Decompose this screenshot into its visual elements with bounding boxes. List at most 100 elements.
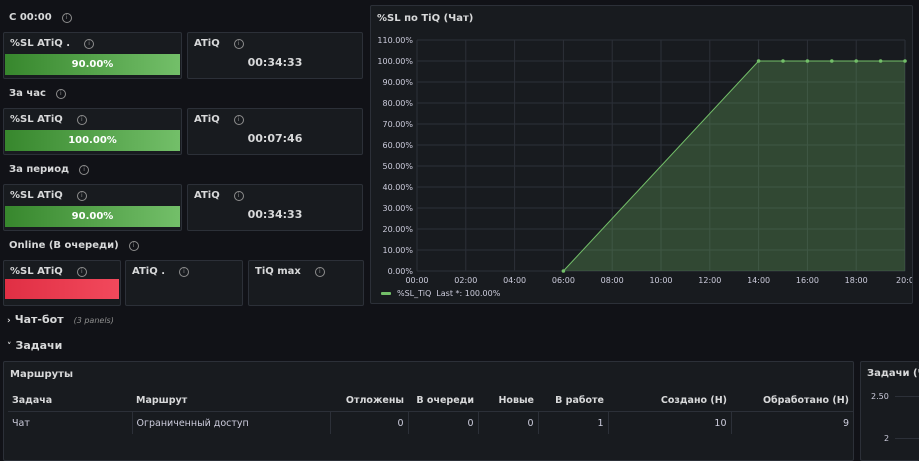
sl-bar-gauge-empty [5, 279, 119, 299]
row-header-chatbot[interactable]: › Чат-бот (3 panels) [7, 313, 114, 326]
sl-since-midnight-panel: %SL ATiQ .i 90.00% [3, 32, 182, 79]
cell-created: 10 [608, 411, 732, 434]
x-tick-label: 20:0 [896, 276, 912, 285]
x-tick-label: 16:00 [796, 276, 819, 285]
column-header-task[interactable]: Задача [8, 389, 132, 412]
cell-in-work: 1 [538, 411, 609, 434]
info-icon[interactable]: i [84, 38, 95, 49]
data-point [805, 59, 810, 63]
info-icon[interactable]: i [233, 190, 244, 201]
legend-series-name: %SL_TiQ [397, 289, 432, 298]
series-line [563, 60, 905, 272]
info-icon[interactable]: i [76, 190, 87, 201]
y-tick-label: 90.00% [382, 78, 413, 87]
y-tick-label: 40.00% [382, 183, 413, 192]
panel-title: %SL ATiQ .i [10, 38, 95, 49]
panel-title: %SL по TiQ (Чат) [377, 13, 474, 24]
y-tick-label: 70.00% [382, 120, 413, 129]
column-header-new[interactable]: Новые [478, 389, 538, 412]
legend-stat: Last *: 100.00% [436, 289, 501, 298]
data-point [903, 59, 907, 63]
sl-hour-panel: %SL ATiQ i 100.00% [3, 108, 182, 155]
sl-tiq-chart: 0.00% 10.00% 20.00% 30.00% 40.00% 50.00% 60.00… [377, 36, 912, 285]
cell-processed: 9 [842, 417, 849, 429]
routes-table-panel: Маршруты Задача Маршрут Отложены В очере… [3, 361, 854, 461]
tasks-chart-panel: Задачи (Ча 2.50 2 [860, 361, 919, 461]
y-tick-label: 30.00% [382, 204, 413, 213]
x-tick-label: 08:00 [601, 276, 624, 285]
routes-table: Задача Маршрут Отложены В очереди Новые … [8, 389, 853, 434]
info-icon[interactable]: i [179, 266, 189, 277]
column-header-in-queue[interactable]: В очереди [408, 389, 478, 412]
info-icon[interactable]: i [79, 164, 90, 175]
column-header-route[interactable]: Маршрут [132, 389, 330, 412]
data-point [781, 59, 785, 63]
data-point [830, 59, 834, 63]
cell-task: Чат [8, 411, 133, 434]
info-icon[interactable]: i [61, 12, 72, 23]
column-header-created[interactable]: Создано (H) [608, 389, 731, 412]
info-icon[interactable]: i [76, 266, 87, 277]
info-icon[interactable]: i [233, 38, 244, 49]
panel-title: ATiQ .i [132, 266, 189, 277]
chevron-down-icon: ˅ [7, 342, 12, 352]
atiq-since-midnight-panel: ATiQ i 00:34:33 [187, 32, 363, 79]
data-point [854, 59, 858, 63]
x-tick-label: 04:00 [503, 276, 526, 285]
panel-title: Задачи (Ча [867, 368, 919, 379]
row-label: Чат-бот [14, 313, 64, 326]
cell-in-queue: 0 [408, 411, 479, 434]
panel-title: ATiQ i [194, 38, 244, 49]
x-tick-label: 10:00 [649, 276, 672, 285]
data-point [878, 59, 883, 63]
sl-bar-gauge: 100.00% [5, 130, 180, 151]
row-panel-count: (3 panels) [73, 316, 114, 325]
row-label: Задачи [15, 339, 63, 352]
cell-new: 0 [478, 411, 539, 434]
column-header-processed[interactable]: Обработано (H) [731, 389, 853, 412]
y-tick-label: 2 [884, 434, 890, 443]
info-icon[interactable]: i [128, 240, 139, 251]
y-tick-label: 60.00% [382, 141, 413, 150]
info-icon[interactable]: i [233, 114, 244, 125]
section-title-since-midnight: С 00:00 i [9, 12, 72, 23]
y-tick-label: 100.00% [377, 57, 413, 66]
table-row: Чат Ограниченный доступ 0 0 0 1 10 9 [8, 411, 853, 434]
y-tick-label: 50.00% [382, 162, 413, 171]
x-tick-label: 12:00 [698, 276, 721, 285]
data-point [756, 59, 761, 63]
column-header-postponed[interactable]: Отложены [330, 389, 408, 412]
panel-title: Маршруты [10, 369, 73, 380]
table-header-row: Задача Маршрут Отложены В очереди Новые … [8, 389, 853, 412]
column-header-in-work[interactable]: В работе [538, 389, 608, 412]
panel-title: %SL ATiQ i [10, 190, 87, 201]
x-tick-label: 18:00 [845, 276, 868, 285]
section-label: С 00:00 [9, 12, 52, 23]
atiq-value: 00:34:33 [247, 208, 303, 221]
info-icon[interactable]: i [55, 88, 66, 99]
series-area [563, 61, 905, 271]
panel-title: ATiQ i [194, 114, 244, 125]
panel-title: TiQ max i [255, 266, 325, 277]
section-label: За период [9, 164, 70, 175]
atiq-online-panel: ATiQ .i [125, 260, 243, 306]
sl-online-panel: %SL ATiQ i [3, 260, 121, 306]
panel-title: %SL ATiQ i [10, 114, 87, 125]
section-title-per-hour: За час i [9, 88, 66, 99]
y-tick-label: 110.00% [377, 36, 413, 45]
chart-legend[interactable]: %SL_TiQ Last *: 100.00% [381, 289, 500, 298]
section-label: Online (В очереди) [9, 240, 119, 251]
section-title-online: Online (В очереди) i [9, 240, 139, 251]
section-label: За час [9, 88, 46, 99]
section-title-per-period: За период i [9, 164, 90, 175]
row-header-tasks[interactable]: ˅ Задачи [7, 339, 62, 352]
info-icon[interactable]: i [76, 114, 87, 125]
y-gridline [895, 438, 919, 439]
sl-bar-gauge: 90.00% [5, 54, 180, 75]
sl-bar-gauge: 90.00% [5, 206, 180, 227]
cell-postponed: 0 [330, 411, 409, 434]
cell-route: Ограниченный доступ [132, 411, 331, 434]
info-icon[interactable]: i [314, 266, 325, 277]
sl-period-panel: %SL ATiQ i 90.00% [3, 184, 182, 231]
panel-title: %SL ATiQ i [10, 266, 87, 277]
